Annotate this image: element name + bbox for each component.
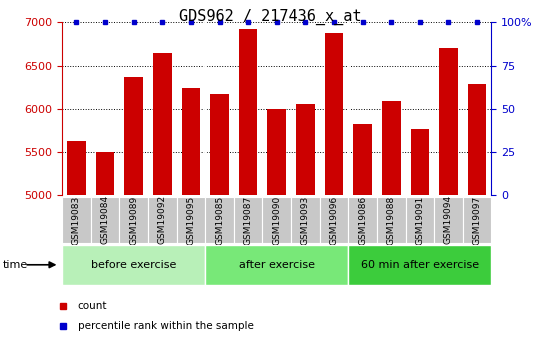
Text: GSM19085: GSM19085 <box>215 195 224 245</box>
Bar <box>239 29 258 345</box>
Text: before exercise: before exercise <box>91 260 177 270</box>
Bar <box>377 197 406 243</box>
Bar <box>210 94 229 345</box>
Text: GSM19095: GSM19095 <box>186 195 195 245</box>
Bar <box>91 197 119 243</box>
Text: time: time <box>3 260 28 270</box>
Bar <box>439 48 458 345</box>
Bar <box>124 77 143 345</box>
Text: GSM19092: GSM19092 <box>158 195 167 245</box>
Bar <box>468 83 487 345</box>
Text: GSM19096: GSM19096 <box>329 195 339 245</box>
Bar <box>234 197 262 243</box>
Bar <box>296 104 315 345</box>
Text: 60 min after exercise: 60 min after exercise <box>361 260 479 270</box>
Bar <box>67 140 86 345</box>
Bar <box>181 88 200 345</box>
Bar <box>262 197 291 243</box>
Bar <box>205 245 348 285</box>
Text: GSM19097: GSM19097 <box>472 195 482 245</box>
Bar <box>320 197 348 243</box>
Bar <box>205 197 234 243</box>
Text: count: count <box>78 301 107 311</box>
Bar <box>348 245 491 285</box>
Bar <box>406 197 434 243</box>
Bar <box>353 124 372 345</box>
Bar <box>96 152 114 345</box>
Bar <box>62 245 205 285</box>
Text: GSM19089: GSM19089 <box>129 195 138 245</box>
Bar <box>153 52 172 345</box>
Text: GSM19093: GSM19093 <box>301 195 310 245</box>
Text: GSM19094: GSM19094 <box>444 195 453 245</box>
Bar <box>325 33 343 345</box>
Text: GSM19083: GSM19083 <box>72 195 81 245</box>
Bar <box>177 197 205 243</box>
Bar <box>119 197 148 243</box>
Text: GSM19086: GSM19086 <box>358 195 367 245</box>
Bar <box>382 101 401 345</box>
Bar <box>62 197 91 243</box>
Text: after exercise: after exercise <box>239 260 315 270</box>
Bar <box>434 197 463 243</box>
Bar <box>291 197 320 243</box>
Bar <box>463 197 491 243</box>
Text: GDS962 / 217436_x_at: GDS962 / 217436_x_at <box>179 9 361 25</box>
Text: GSM19091: GSM19091 <box>415 195 424 245</box>
Bar <box>148 197 177 243</box>
Bar <box>348 197 377 243</box>
Bar <box>410 128 429 345</box>
Text: GSM19087: GSM19087 <box>244 195 253 245</box>
Text: GSM19088: GSM19088 <box>387 195 396 245</box>
Text: GSM19084: GSM19084 <box>100 195 110 245</box>
Text: percentile rank within the sample: percentile rank within the sample <box>78 321 254 331</box>
Bar <box>267 109 286 345</box>
Text: GSM19090: GSM19090 <box>272 195 281 245</box>
